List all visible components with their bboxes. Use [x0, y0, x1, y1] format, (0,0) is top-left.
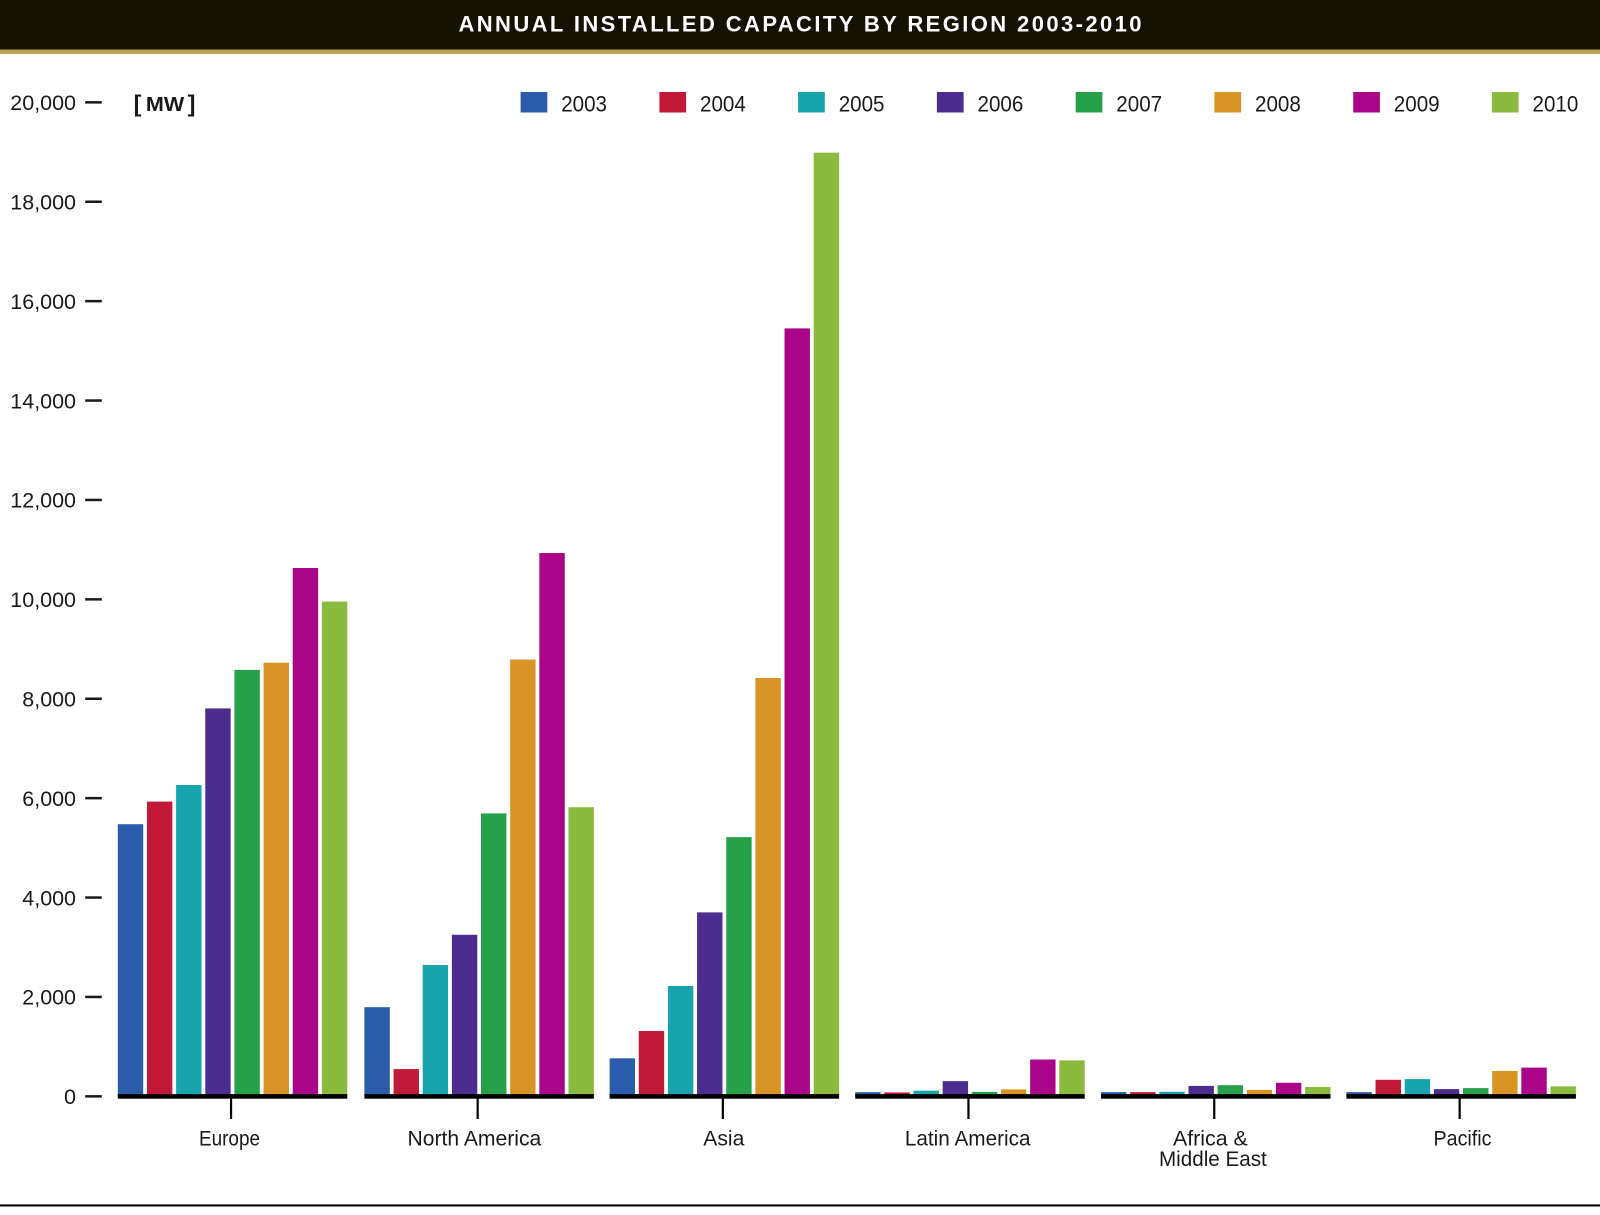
svg-text:Middle East: Middle East: [1159, 1147, 1267, 1171]
svg-text:2006: 2006: [978, 92, 1024, 117]
svg-text:2003: 2003: [561, 92, 607, 117]
svg-text:2004: 2004: [700, 92, 746, 117]
svg-text:Pacific: Pacific: [1434, 1126, 1492, 1150]
svg-text:MW: MW: [146, 93, 185, 116]
svg-text:Africa &: Africa &: [1173, 1126, 1248, 1150]
svg-text:0: 0: [64, 1085, 76, 1109]
svg-text:16,000: 16,000: [10, 290, 76, 314]
svg-text:6,000: 6,000: [22, 787, 76, 811]
svg-text:12,000: 12,000: [10, 489, 76, 513]
svg-text:18,000: 18,000: [10, 191, 76, 215]
svg-text:]: ]: [188, 91, 196, 117]
svg-text:4,000: 4,000: [22, 886, 76, 910]
svg-text:2008: 2008: [1255, 92, 1301, 117]
svg-text:[: [: [134, 91, 142, 117]
svg-text:Asia: Asia: [703, 1126, 744, 1150]
svg-text:2005: 2005: [839, 92, 885, 117]
svg-text:8,000: 8,000: [22, 688, 76, 712]
svg-text:2010: 2010: [1533, 92, 1579, 117]
svg-text:North America: North America: [408, 1126, 542, 1150]
svg-text:2009: 2009: [1394, 92, 1440, 117]
svg-text:2,000: 2,000: [22, 986, 76, 1010]
svg-text:10,000: 10,000: [10, 588, 76, 612]
svg-text:Europe: Europe: [199, 1126, 260, 1150]
svg-text:2007: 2007: [1116, 92, 1162, 117]
svg-text:20,000: 20,000: [10, 91, 76, 115]
svg-text:ANNUAL INSTALLED CAPACITY BY R: ANNUAL INSTALLED CAPACITY BY REGION 2003…: [459, 12, 1142, 37]
svg-text:14,000: 14,000: [10, 389, 76, 413]
svg-text:Latin America: Latin America: [905, 1126, 1031, 1150]
